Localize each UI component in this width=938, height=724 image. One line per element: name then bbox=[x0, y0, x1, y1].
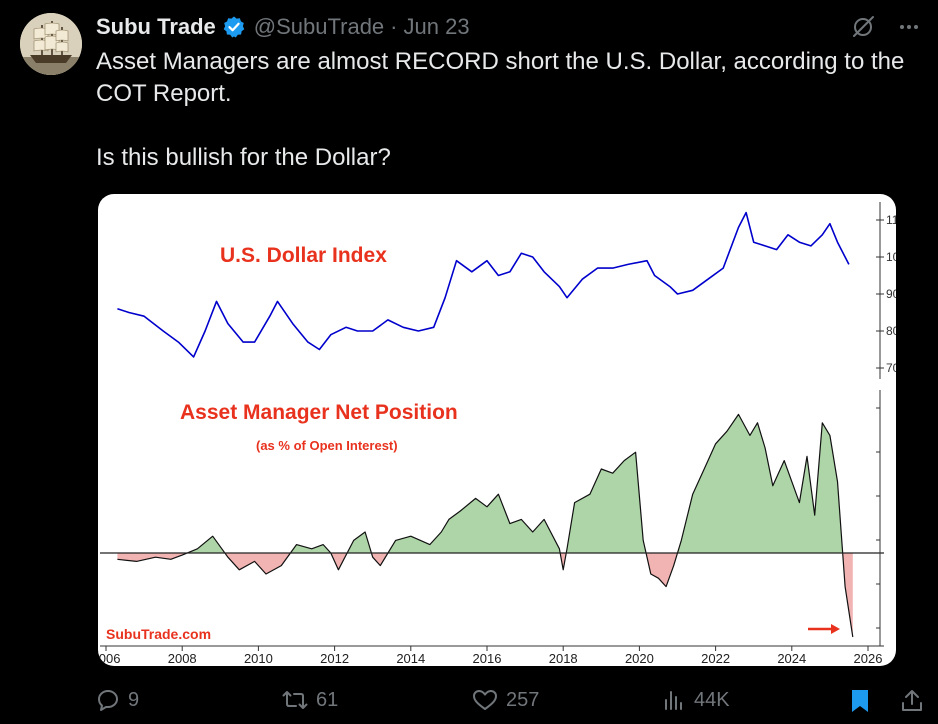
views-action[interactable]: 44K bbox=[662, 688, 730, 712]
x-tick-label-2014: 2014 bbox=[396, 651, 425, 666]
dxy-y-tick-label-80: 80 bbox=[886, 324, 896, 338]
share-icon bbox=[902, 690, 922, 711]
views-count: 44K bbox=[694, 688, 730, 711]
dxy-series-line bbox=[117, 211, 850, 358]
dxy-y-tick-label-110: 110 bbox=[886, 213, 896, 227]
x-tick-label-2008: 2008 bbox=[168, 651, 197, 666]
repost-count: 61 bbox=[316, 688, 339, 711]
net-subtitle: (as % of Open Interest) bbox=[256, 438, 398, 453]
net-title: Asset Manager Net Position bbox=[180, 401, 458, 424]
x-tick-label-2022: 2022 bbox=[701, 651, 730, 666]
source-label: SubuTrade.com bbox=[106, 626, 211, 642]
heart-icon bbox=[473, 690, 497, 710]
tweet-date[interactable]: Jun 23 bbox=[403, 14, 470, 39]
dxy-y-tick-label-90: 90 bbox=[886, 287, 896, 301]
like-action[interactable]: 257 bbox=[472, 688, 539, 712]
verified-badge-icon bbox=[222, 15, 246, 39]
more-options-icon[interactable] bbox=[898, 16, 920, 43]
dxy-y-tick-label-100: 100 bbox=[886, 250, 896, 264]
net-negative-area bbox=[117, 553, 853, 637]
like-count: 257 bbox=[506, 688, 540, 711]
tweet-actions: 9 61 257 44K bbox=[96, 686, 926, 722]
author-name[interactable]: Subu Trade bbox=[96, 14, 216, 39]
views-icon bbox=[665, 691, 682, 710]
x-tick-label-2016: 2016 bbox=[473, 651, 502, 666]
tweet-media-chart[interactable]: 70 80 90 100 110 2006 2008 2010 2012 2014 2016 2018… bbox=[98, 194, 896, 666]
reply-count: 9 bbox=[128, 688, 140, 711]
tweet-text: Asset Managers are almost RECORD short t… bbox=[96, 46, 926, 174]
header-separator: · bbox=[390, 14, 398, 39]
bookmark-icon bbox=[852, 690, 868, 712]
x-tick-label-2018: 2018 bbox=[549, 651, 578, 666]
x-tick-label-2026: 2026 bbox=[854, 651, 883, 666]
x-tick-label-2010: 2010 bbox=[244, 651, 273, 666]
net-position-line bbox=[117, 413, 854, 638]
reply-icon bbox=[98, 690, 118, 711]
dxy-y-tick-label-70: 70 bbox=[886, 361, 896, 375]
net-positive-area bbox=[117, 414, 853, 553]
reply-action[interactable]: 9 bbox=[96, 688, 139, 712]
tweet-header: Subu Trade @SubuTrade · Jun 23 bbox=[96, 13, 470, 41]
dxy-title: U.S. Dollar Index bbox=[220, 244, 387, 267]
bookmark-action[interactable] bbox=[848, 688, 872, 714]
repost-action[interactable]: 61 bbox=[282, 688, 338, 712]
repost-icon bbox=[282, 691, 308, 709]
tweet-text-line2: Is this bullish for the Dollar? bbox=[96, 144, 391, 171]
x-tick-label-2024: 2024 bbox=[777, 651, 806, 666]
author-handle[interactable]: @SubuTrade bbox=[253, 14, 385, 39]
grok-icon[interactable] bbox=[850, 14, 876, 45]
avatar[interactable] bbox=[20, 13, 82, 75]
tweet-text-line1: Asset Managers are almost RECORD short t… bbox=[96, 48, 905, 107]
x-tick-label-2006: 2006 bbox=[98, 651, 120, 666]
chart-svg: 70 80 90 100 110 2006 2008 2010 2012 2014 2016 2018… bbox=[98, 202, 896, 666]
x-tick-label-2012: 2012 bbox=[320, 651, 349, 666]
x-tick-label-2020: 2020 bbox=[625, 651, 654, 666]
record-short-arrow bbox=[808, 624, 840, 634]
share-action[interactable] bbox=[900, 688, 924, 714]
